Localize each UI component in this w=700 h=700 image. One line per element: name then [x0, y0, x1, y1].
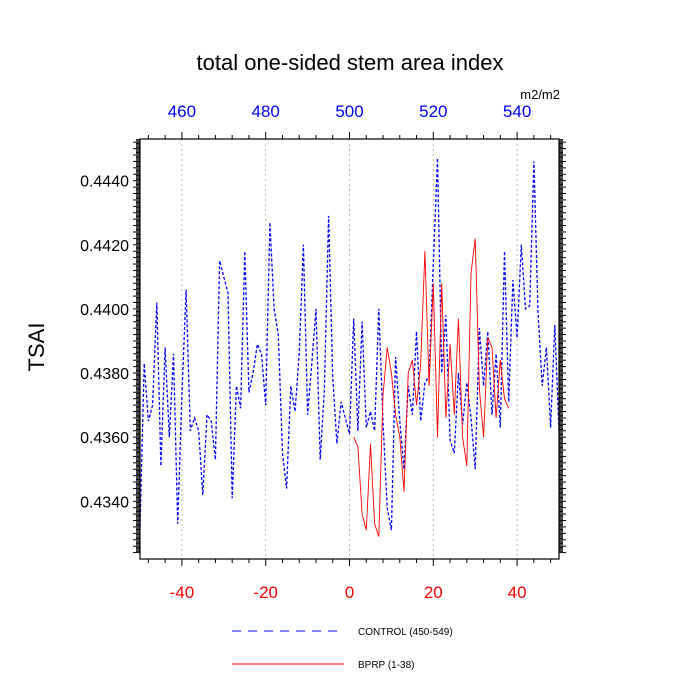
- series-line-control: [139, 158, 560, 531]
- plot-frame: [139, 138, 560, 560]
- x-bottom-tick-label: 40: [508, 583, 527, 602]
- x-bottom-tick-label: -20: [253, 583, 278, 602]
- legend: CONTROL (450-549) BPRP (1-38): [232, 627, 453, 671]
- series-line-bprp: [353, 238, 510, 537]
- legend-label-bprp: BPRP (1-38): [358, 660, 415, 671]
- x-top-tick-label: 500: [335, 102, 363, 121]
- units-label: m2/m2: [520, 87, 560, 102]
- x-bottom-tick-labels: -40 -20 0 20 40: [170, 583, 527, 602]
- y-axis-label: TSAI: [24, 323, 49, 372]
- x-bottom-tick-label: 20: [424, 583, 443, 602]
- chart-title: total one-sided stem area index: [197, 50, 504, 75]
- x-bottom-tick-label: -40: [170, 583, 195, 602]
- axis-ticks: [133, 132, 566, 566]
- y-tick-label: 0.4360: [80, 430, 129, 447]
- y-tick-labels: 0.4340 0.4360 0.4380 0.4400 0.4420 0.4440: [80, 174, 129, 512]
- x-top-tick-label: 460: [168, 102, 196, 121]
- y-tick-label: 0.4440: [80, 174, 129, 191]
- x-top-tick-labels: 460 480 500 520 540: [168, 102, 532, 121]
- vertical-grid: [181, 139, 518, 559]
- x-bottom-tick-label: 0: [345, 583, 354, 602]
- x-top-tick-label: 520: [419, 102, 447, 121]
- y-tick-label: 0.4340: [80, 494, 129, 511]
- y-tick-label: 0.4380: [80, 366, 129, 383]
- y-tick-label: 0.4420: [80, 238, 129, 255]
- x-top-tick-label: 540: [503, 102, 531, 121]
- y-tick-label: 0.4400: [80, 302, 129, 319]
- legend-label-control: CONTROL (450-549): [358, 627, 453, 638]
- x-top-tick-label: 480: [252, 102, 280, 121]
